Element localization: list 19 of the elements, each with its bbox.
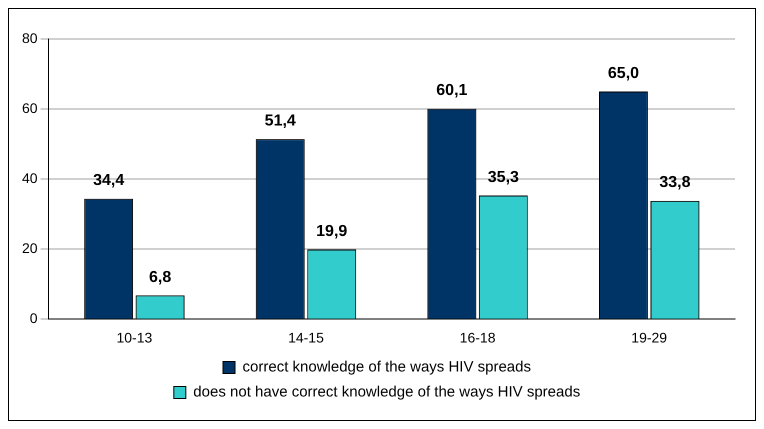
data-label: 60,1	[436, 82, 468, 100]
data-label: 33,8	[659, 174, 691, 192]
x-tick-label: 19-29	[631, 329, 668, 346]
data-label: 35,3	[488, 168, 520, 186]
y-tick-label: 20	[22, 240, 38, 256]
data-label: 51,4	[264, 112, 296, 130]
data-label: 34,4	[93, 172, 124, 190]
x-tick-label: 14-15	[288, 329, 324, 346]
y-tick-label: 0	[30, 310, 38, 326]
y-tick-label: 40	[22, 170, 38, 186]
data-label: 6,8	[148, 268, 172, 286]
legend-label: does not have correct knowledge of the ways HIV spreads	[193, 384, 580, 401]
data-label: 19,9	[316, 222, 348, 240]
y-tick-label: 60	[22, 100, 38, 116]
x-tick-label: 16-18	[460, 329, 496, 346]
legend-label: correct knowledge of the ways HIV spreads	[242, 358, 531, 376]
x-tick-label: 10-13	[116, 329, 152, 346]
y-tick-label: 80	[22, 30, 38, 46]
data-label: 65,0	[608, 64, 640, 82]
